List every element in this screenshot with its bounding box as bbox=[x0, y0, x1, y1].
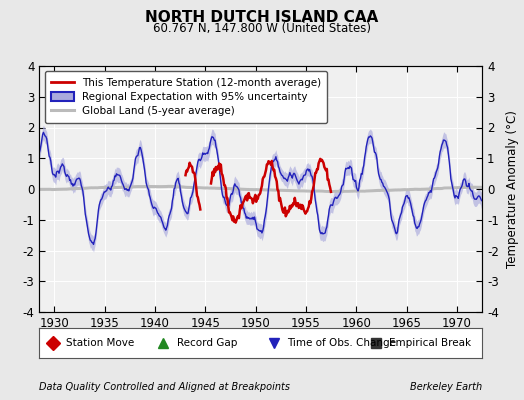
Text: Time of Obs. Change: Time of Obs. Change bbox=[287, 338, 396, 348]
Legend: This Temperature Station (12-month average), Regional Expectation with 95% uncer: This Temperature Station (12-month avera… bbox=[45, 71, 328, 123]
Text: Station Move: Station Move bbox=[66, 338, 134, 348]
Text: Data Quality Controlled and Aligned at Breakpoints: Data Quality Controlled and Aligned at B… bbox=[39, 382, 290, 392]
Text: Record Gap: Record Gap bbox=[177, 338, 237, 348]
Text: NORTH DUTCH ISLAND CAA: NORTH DUTCH ISLAND CAA bbox=[145, 10, 379, 25]
Text: Berkeley Earth: Berkeley Earth bbox=[410, 382, 482, 392]
Y-axis label: Temperature Anomaly (°C): Temperature Anomaly (°C) bbox=[506, 110, 519, 268]
Text: 60.767 N, 147.800 W (United States): 60.767 N, 147.800 W (United States) bbox=[153, 22, 371, 35]
Text: Empirical Break: Empirical Break bbox=[389, 338, 471, 348]
